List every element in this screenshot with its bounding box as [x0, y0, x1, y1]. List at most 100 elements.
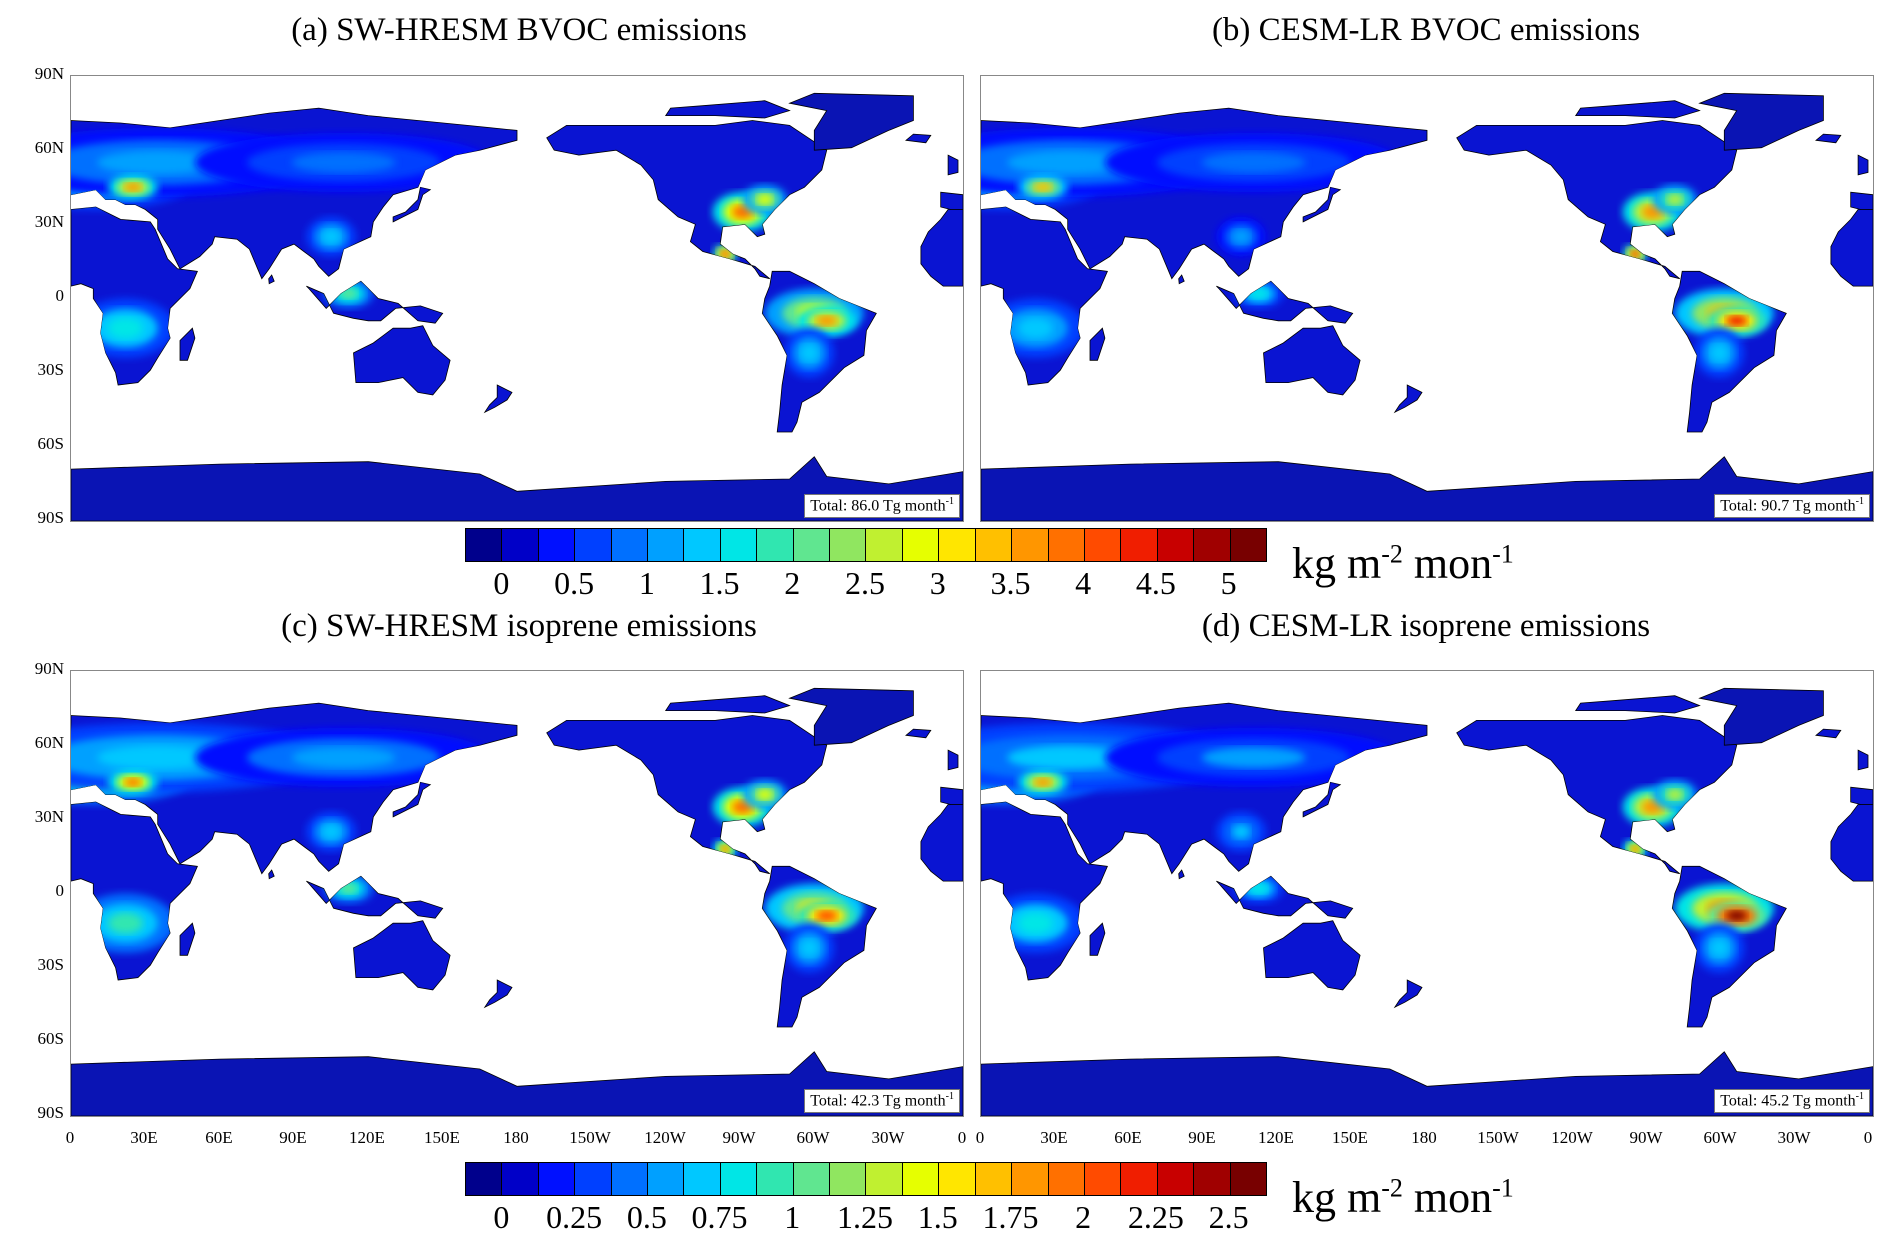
landmass-madagascar — [1089, 922, 1106, 956]
emission-hotspot — [800, 939, 819, 957]
landmass-sriLanka — [268, 274, 275, 285]
landmass-greenland — [1698, 687, 1824, 746]
emission-hotspot — [1710, 344, 1729, 362]
landmass-nz — [1393, 384, 1423, 414]
colorbar-tick-label: 3.5 — [990, 565, 1031, 601]
lon-label: 90W — [722, 1128, 756, 1147]
emission-hotspot — [124, 182, 142, 192]
panel-c-title: (c) SW-HRESM isoprene emissions — [281, 608, 757, 644]
landmass-iceland — [1815, 728, 1842, 739]
landmass-madagascar — [1089, 327, 1106, 361]
lon-label: 120W — [1551, 1128, 1593, 1147]
colorbar-tick-label: 1.25 — [837, 1199, 893, 1235]
landmass-greenland — [788, 92, 914, 151]
panel-d-title: (d) CESM-LR isoprene emissions — [1201, 608, 1651, 644]
map-panel-d: Total: 45.2 Tg month-1 — [980, 670, 1874, 1117]
colorbar-bottom — [465, 1162, 1267, 1196]
colorbar-swatch — [902, 1163, 940, 1195]
total-label-c: Total: 42.3 Tg month-1 — [804, 1088, 960, 1113]
lon-label: 90E — [279, 1128, 307, 1147]
colorbar-swatch — [866, 529, 903, 561]
lat-label: 60S — [37, 1029, 64, 1048]
emission-hotspot — [1630, 250, 1640, 258]
colorbar-swatch — [466, 1163, 503, 1195]
colorbar-swatch — [1048, 1163, 1085, 1195]
lon-label: 60E — [205, 1128, 233, 1147]
landmass-antarctica — [71, 1051, 963, 1116]
lat-label: 30S — [37, 360, 64, 379]
colorbar-swatch — [793, 1163, 831, 1195]
colorbar-tick-label: 0.5 — [626, 1199, 667, 1235]
colorbar-swatch — [1230, 529, 1266, 561]
emission-hotspot — [1007, 150, 1129, 175]
colorbar-tick-label: 2.5 — [845, 565, 885, 601]
colorbar-swatch — [648, 529, 685, 561]
lat-label: 90N — [34, 64, 64, 83]
lon-label: 90E — [1188, 1128, 1216, 1147]
colorbar-tick-label: 1.75 — [982, 1199, 1039, 1235]
landmass-nz — [483, 384, 513, 414]
landmass-seAsia — [306, 875, 444, 919]
colorbar-swatch — [793, 529, 831, 561]
landmass-uk — [1857, 749, 1869, 771]
lon-label: 60W — [1703, 1128, 1737, 1147]
total-label-a: Total: 86.0 Tg month-1 — [804, 493, 960, 518]
landmass-japan — [392, 781, 432, 818]
lat-label: 30S — [37, 955, 64, 974]
emission-hotspots — [981, 722, 1774, 973]
colorbar-tick-label: 2 — [1075, 1199, 1092, 1235]
emission-hotspot — [1232, 824, 1250, 839]
lon-label: 30W — [1777, 1128, 1811, 1147]
lon-label: 150E — [1332, 1128, 1368, 1147]
colorbar-swatch — [1121, 529, 1158, 561]
lon-label: 90W — [1629, 1128, 1663, 1147]
colorbar-tick-label: 5 — [1220, 565, 1237, 601]
lon-label: 0 — [65, 1128, 75, 1147]
emission-hotspot — [1018, 317, 1053, 339]
map-panel-c: Total: 42.3 Tg month-1 — [70, 670, 964, 1117]
colorbar-swatch — [720, 529, 758, 561]
colorbar-swatch — [684, 529, 721, 561]
lon-label: 30W — [871, 1128, 905, 1147]
colorbar-tick-label: 0.75 — [691, 1199, 748, 1235]
colorbar-swatch — [575, 1163, 612, 1195]
lon-label: 60W — [796, 1128, 830, 1147]
emission-hotspot — [1201, 152, 1306, 173]
lon-label: 150W — [1477, 1128, 1519, 1147]
colorbar-tick-label: 1 — [784, 1199, 801, 1235]
emission-map — [71, 76, 963, 521]
colorbar-tick-label: 0.25 — [546, 1199, 603, 1235]
lat-label: 30N — [34, 212, 64, 231]
colorbar-swatch — [902, 529, 940, 561]
landmass-sriLanka — [1178, 869, 1185, 880]
colorbar-swatch — [684, 1163, 721, 1195]
emission-hotspot — [756, 194, 773, 205]
colorbar-swatch — [757, 529, 794, 561]
lon-label: 0 — [1863, 1128, 1873, 1147]
lon-label: 120E — [1258, 1128, 1294, 1147]
lon-label: 60E — [1114, 1128, 1142, 1147]
panel-a-title: (a) SW-HRESM BVOC emissions — [291, 12, 747, 48]
colorbar-tick-label: 1.5 — [699, 565, 740, 601]
colorbar-swatch — [611, 1163, 649, 1195]
colorbar-swatch — [502, 1163, 539, 1195]
lon-label: 30E — [130, 1128, 158, 1147]
colorbar-swatch — [466, 529, 503, 561]
colorbar-swatch — [1194, 1163, 1231, 1195]
colorbar-swatch — [720, 1163, 758, 1195]
lat-label: 90N — [34, 659, 64, 678]
emission-hotspot — [1034, 777, 1052, 787]
emission-hotspot — [720, 845, 730, 853]
emission-hotspot — [97, 150, 219, 175]
colorbar-swatch — [1157, 529, 1195, 561]
landmass-antarctica — [981, 456, 1873, 521]
colorbar-tick-label: 0.5 — [554, 565, 595, 601]
emission-hotspot — [1630, 845, 1640, 853]
lat-label: 60N — [34, 138, 64, 157]
colorbar-tick-label: 4 — [1075, 565, 1092, 601]
emission-map — [71, 671, 963, 1116]
emission-hotspot — [720, 250, 730, 258]
landmass-madagascar — [179, 922, 196, 956]
colorbar-bottom-unit: kg m-2 mon-1 — [1292, 1173, 1514, 1222]
landmass-madagascar — [179, 327, 196, 361]
